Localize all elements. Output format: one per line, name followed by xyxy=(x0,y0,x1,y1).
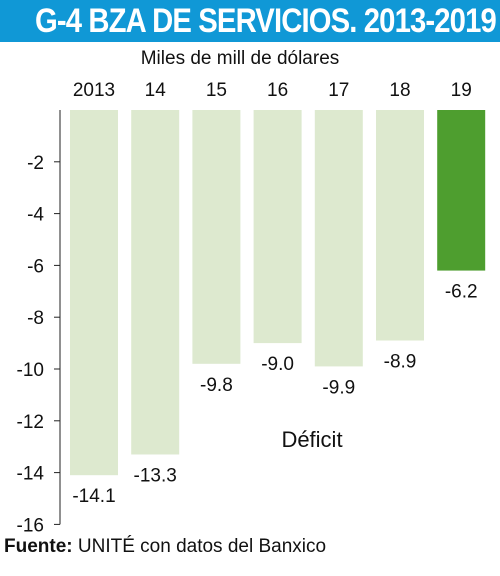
bar-chart: Miles de mill de dólares -2 -4 -6 -8 -10 -12 -1… xyxy=(17,48,486,536)
y-tick-label: -6 xyxy=(27,256,44,277)
y-tick-label: -4 xyxy=(27,205,44,226)
source-note: Fuente: UNITÉ con datos del Banxico xyxy=(4,536,326,558)
y-tick-label: -14 xyxy=(17,464,45,485)
bar xyxy=(437,110,486,271)
y-tick-label: -2 xyxy=(27,153,44,174)
data-label: -14.1 xyxy=(72,486,115,507)
data-label: -9.8 xyxy=(200,375,233,396)
x-category-label: 2013 xyxy=(73,80,115,101)
source-label: Fuente: xyxy=(4,536,73,557)
data-label: -9.0 xyxy=(261,354,294,375)
bar xyxy=(376,110,424,341)
bar xyxy=(131,110,180,455)
y-tick-label: -12 xyxy=(17,412,44,433)
bar xyxy=(253,110,302,344)
title-banner: G-4 BZA DE SERVICIOS. 2013-2019 xyxy=(0,0,500,42)
bar xyxy=(70,110,118,476)
bar xyxy=(192,110,241,364)
annotation-deficit: Déficit xyxy=(281,427,342,452)
chart-title: G-4 BZA DE SERVICIOS. 2013-2019 xyxy=(35,2,497,40)
y-tick-label: -8 xyxy=(27,308,44,329)
x-category-label: 14 xyxy=(145,80,167,101)
y-tick-label: -16 xyxy=(17,515,44,536)
y-tick-label: -10 xyxy=(17,360,44,381)
x-category-label: 19 xyxy=(451,80,472,101)
x-category-label: 18 xyxy=(389,80,410,101)
data-label: -8.9 xyxy=(384,352,417,373)
data-label: -13.3 xyxy=(134,465,177,486)
chart-subtitle: Miles de mill de dólares xyxy=(141,48,340,69)
bar xyxy=(314,110,363,367)
x-category-label: 17 xyxy=(328,80,349,101)
x-category-label: 16 xyxy=(267,80,288,101)
data-label: -9.9 xyxy=(322,377,355,398)
x-category-label: 15 xyxy=(206,80,227,101)
source-text: UNITÉ con datos del Banxico xyxy=(77,536,327,557)
data-label: -6.2 xyxy=(445,282,478,303)
